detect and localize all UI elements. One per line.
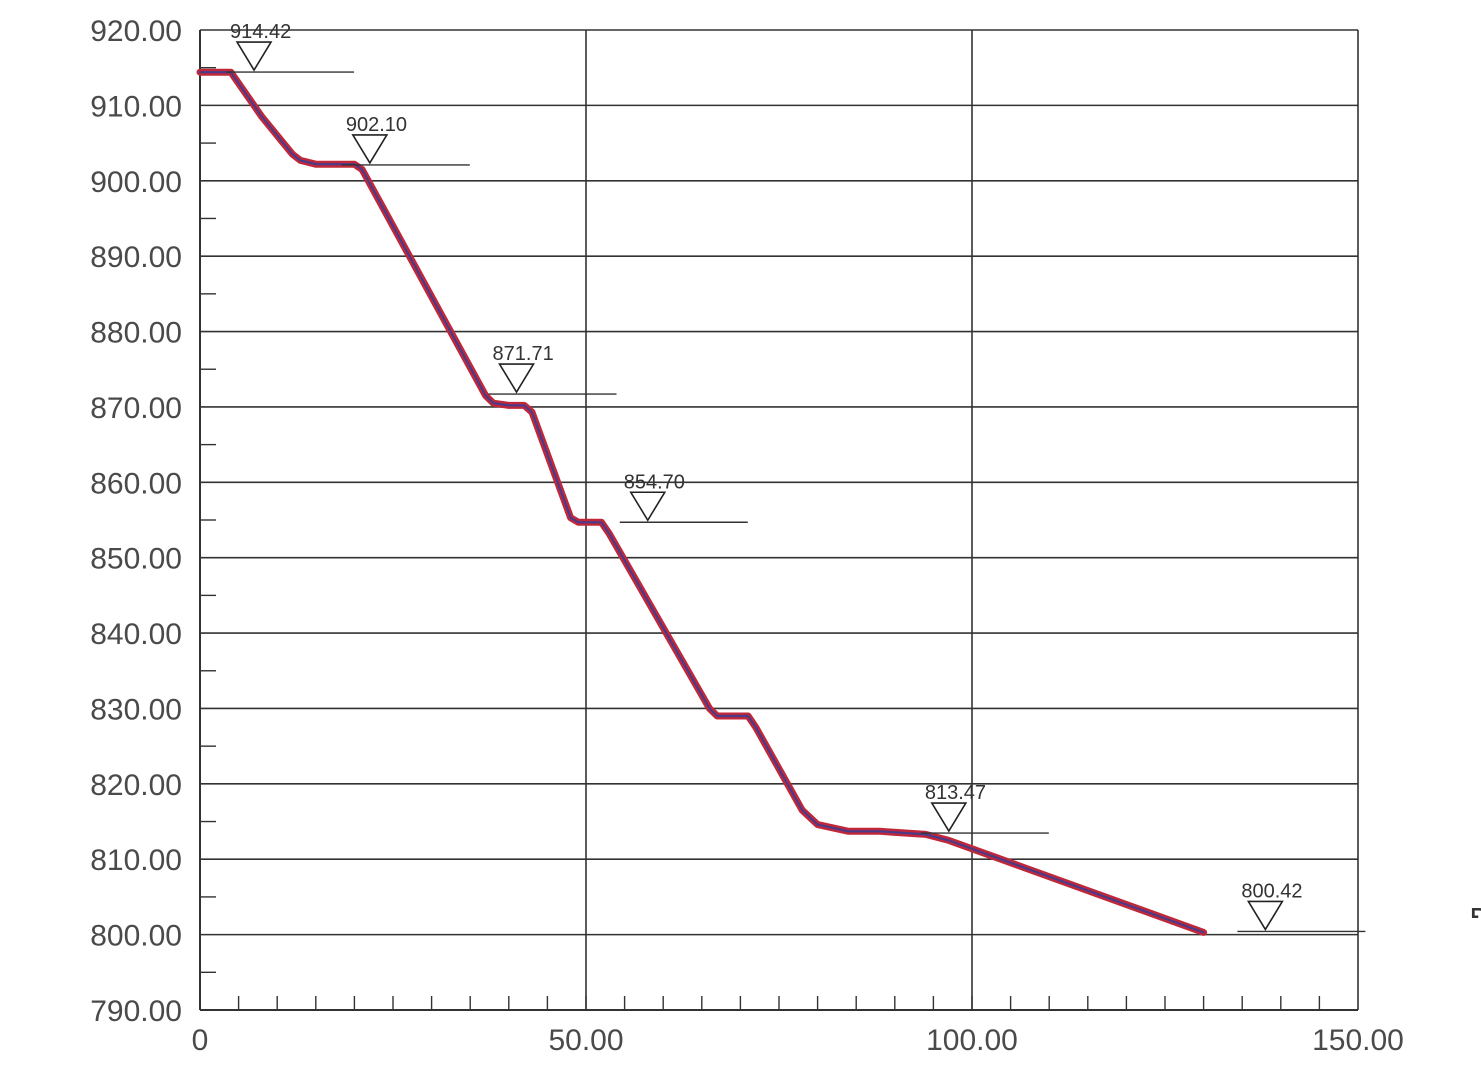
water-level-triangle-icon [351,134,389,165]
x-tick-label: 150.00 [1312,1024,1404,1057]
water-level-triangle-icon [1246,900,1284,931]
series-line-core [198,71,1205,934]
water-level-label: 854.70 [624,471,685,493]
y-tick-label: 890.00 [90,241,182,274]
y-tick-label: 790.00 [90,995,182,1028]
water-level-label: 800.42 [1241,880,1302,902]
water-level-triangle-icon [498,363,535,394]
surface-annotation: משטח טורף [1470,900,1481,933]
y-tick-label: 840.00 [90,618,182,651]
y-tick-label: 880.00 [90,317,182,350]
y-tick-label: 870.00 [90,392,182,425]
water-level-triangle-icon [235,41,273,72]
water-level-triangle-icon [629,491,667,522]
water-level-label: 902.10 [346,114,407,136]
y-tick-label: 860.00 [90,467,182,500]
y-tick-label: 820.00 [90,769,182,802]
x-tick-label: 0 [192,1024,209,1057]
y-tick-label: 830.00 [90,693,182,726]
y-tick-label: 900.00 [90,166,182,199]
y-tick-label: 810.00 [90,844,182,877]
y-tick-label: 910.00 [90,90,182,123]
water-level-label: 914.42 [230,21,291,43]
x-tick-label: 100.00 [926,1024,1018,1057]
water-level-label: 871.71 [493,343,554,365]
y-tick-label: 850.00 [90,543,182,576]
y-tick-label: 920.00 [90,15,182,48]
y-axis: 920.00 910.00 900.00 890.00 880.00 870.00 860.… [90,15,182,1028]
water-level-label: 813.47 [925,782,986,804]
water-level-markers: 914.42 902.10 871.71 854.70 813.47 800.42 [226,21,1366,933]
y-tick-label: 800.00 [90,920,182,953]
x-tick-label: 50.00 [548,1024,623,1057]
water-level-triangle-icon [930,802,968,833]
series-line [196,68,1208,936]
series-layer [196,68,1208,936]
grid [199,29,1359,1011]
x-axis: 0 50.00 100.00 150.00 [192,1024,1404,1057]
